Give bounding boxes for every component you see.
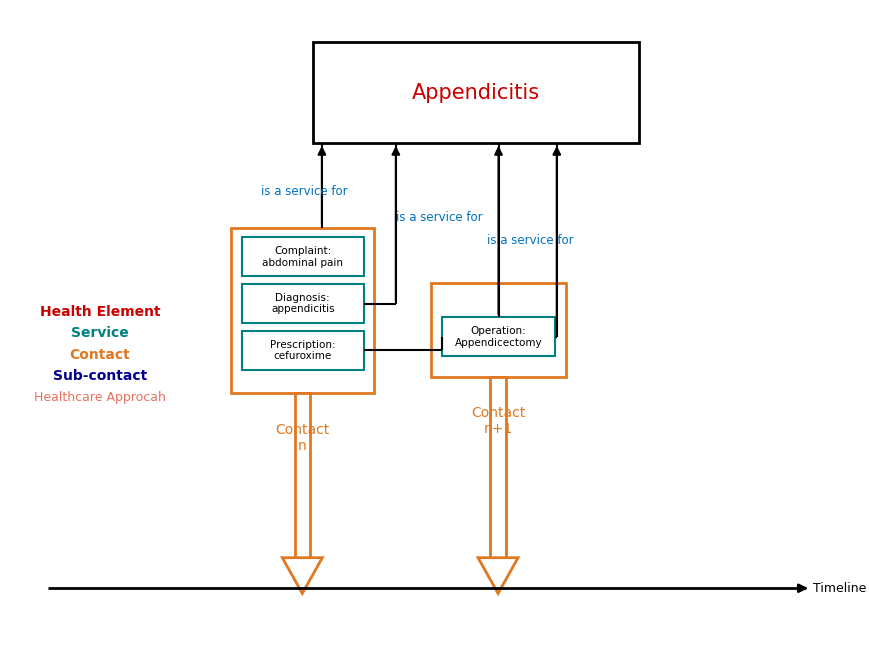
Text: Diagnosis:
appendicitis: Diagnosis: appendicitis	[270, 292, 335, 315]
Text: Sub-contact: Sub-contact	[53, 369, 147, 384]
Text: Contact
n: Contact n	[275, 422, 329, 452]
Text: is a service for: is a service for	[395, 211, 482, 224]
Text: Prescription:
cefuroxime: Prescription: cefuroxime	[269, 339, 335, 361]
Text: Service: Service	[71, 326, 129, 341]
FancyBboxPatch shape	[230, 227, 374, 393]
Text: Complaint:
abdominal pain: Complaint: abdominal pain	[262, 246, 343, 268]
FancyBboxPatch shape	[430, 283, 565, 377]
FancyBboxPatch shape	[490, 377, 505, 558]
Text: Timeline: Timeline	[812, 582, 865, 595]
Text: Contact: Contact	[70, 348, 130, 362]
Text: Appendicitis: Appendicitis	[412, 83, 540, 103]
Text: Healthcare Approcah: Healthcare Approcah	[34, 391, 166, 404]
Text: is a service for: is a service for	[487, 234, 574, 247]
FancyBboxPatch shape	[313, 42, 639, 143]
Text: Health Element: Health Element	[40, 305, 160, 319]
FancyBboxPatch shape	[295, 393, 309, 558]
FancyBboxPatch shape	[242, 331, 363, 370]
Text: Contact
n+1: Contact n+1	[470, 406, 525, 436]
Text: Operation:
Appendicectomy: Operation: Appendicectomy	[454, 326, 541, 348]
Text: is a service for: is a service for	[261, 185, 348, 198]
FancyBboxPatch shape	[242, 237, 363, 276]
Polygon shape	[478, 558, 518, 593]
Polygon shape	[282, 558, 322, 593]
FancyBboxPatch shape	[441, 317, 554, 356]
FancyBboxPatch shape	[242, 284, 363, 323]
